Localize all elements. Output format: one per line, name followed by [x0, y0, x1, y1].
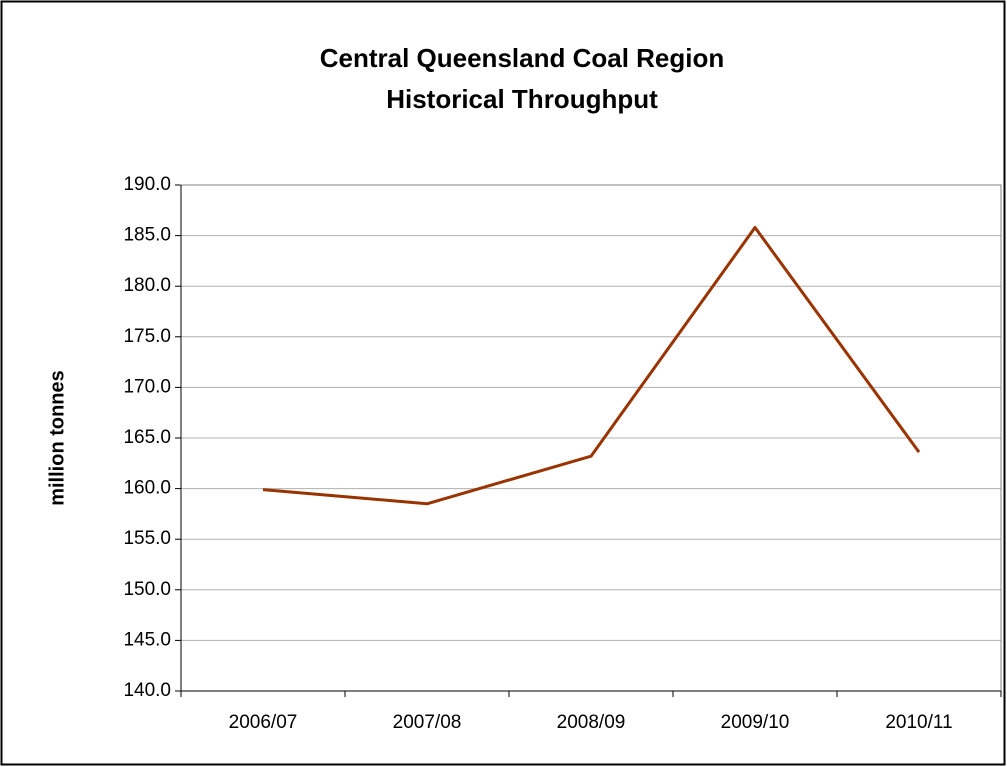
y-tick-label: 160.0	[123, 478, 171, 499]
y-tick-label: 170.0	[123, 376, 171, 397]
chart-title: Historical Throughput	[386, 84, 658, 114]
x-tick-label: 2006/07	[229, 712, 298, 733]
y-tick-label: 190.0	[123, 174, 171, 195]
y-tick-label: 165.0	[123, 427, 171, 448]
x-tick-label: 2010/11	[885, 712, 952, 733]
chart-title: Central Queensland Coal Region	[320, 43, 725, 73]
y-tick-label: 140.0	[123, 680, 171, 701]
x-tick-label: 2008/09	[557, 712, 626, 733]
y-axis-label: million tonnes	[46, 370, 68, 506]
y-tick-label: 150.0	[123, 579, 171, 600]
data-line	[262, 226, 921, 506]
y-tick-label: 185.0	[123, 225, 171, 246]
y-tick-label: 155.0	[123, 528, 171, 549]
x-tick-label: 2007/08	[393, 712, 462, 733]
y-tick-label: 175.0	[123, 326, 171, 347]
x-tick-label: 2009/10	[721, 712, 790, 733]
y-tick-label: 180.0	[123, 275, 171, 296]
y-tick-label: 145.0	[123, 629, 171, 650]
